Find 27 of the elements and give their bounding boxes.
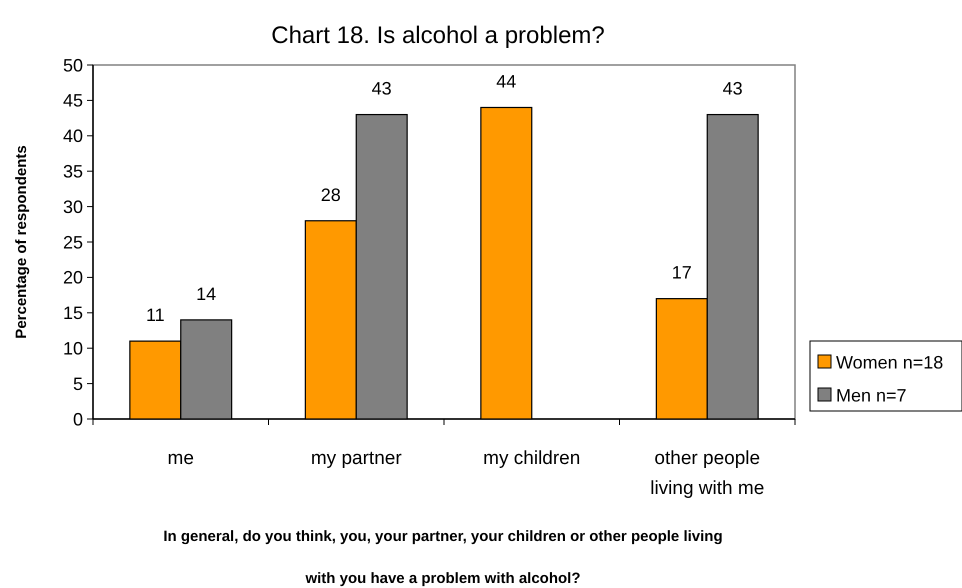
data-label: 11 [146, 305, 165, 326]
y-tick-label: 0 [72, 409, 83, 430]
data-label: 44 [496, 71, 516, 92]
y-tick-label: 40 [62, 126, 83, 146]
data-label: 14 [196, 284, 216, 304]
chart-title: Chart 18. Is alcohol a problem? [271, 22, 605, 49]
data-label: 43 [372, 78, 392, 99]
y-tick-label: 35 [62, 162, 83, 182]
x-tick-label: other people living with me [650, 448, 764, 499]
y-axis-title: Percentage of respondents [13, 145, 30, 339]
y-tick-label: 10 [62, 338, 83, 358]
y-tick-label: 20 [62, 268, 83, 288]
x-tick-label: my partner [310, 448, 402, 469]
y-tick-label: 5 [72, 374, 83, 394]
y-tick-label: 30 [62, 196, 83, 217]
y-tick-label: 50 [62, 55, 83, 76]
legend-label: Women n=18 [836, 352, 944, 372]
x-tick-label: my children [483, 448, 580, 469]
text: In general, do you think, you, your partner, your children or other people living with you have a problem with alcohol? [163, 528, 723, 587]
x-tick-label: me [168, 448, 194, 469]
y-tick-label: 15 [62, 303, 83, 324]
legend-label: Men n=7 [836, 385, 907, 406]
y-tick-label: 25 [62, 232, 83, 252]
data-label: 28 [320, 184, 341, 205]
y-tick-label: 45 [62, 90, 83, 111]
data-label: 43 [722, 78, 743, 99]
data-label: 17 [672, 262, 692, 283]
